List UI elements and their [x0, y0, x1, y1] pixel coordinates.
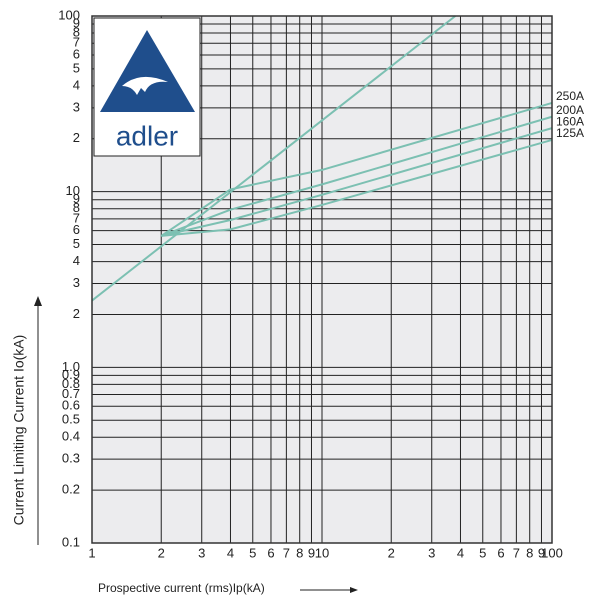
series-label: 200A	[556, 103, 584, 117]
y-arrow-head	[34, 296, 42, 306]
y-tick-label: 5	[73, 60, 80, 75]
y-tick-label: 0.5	[62, 412, 80, 427]
y-tick-label: 2	[73, 130, 80, 145]
x-tick-label: 10	[315, 545, 329, 560]
series-line	[160, 101, 553, 237]
x-tick-label: 2	[388, 545, 395, 560]
x-tick-label: 9	[308, 545, 315, 560]
x-tick-label: 9	[538, 545, 545, 560]
y-tick-label: 100	[58, 7, 80, 22]
y-tick-label: 0.1	[62, 534, 80, 549]
x-axis-label: Prospective current (rms)Ip(kA)	[98, 581, 265, 595]
x-tick-label: 8	[526, 545, 533, 560]
x-tick-label: 4	[457, 545, 464, 560]
y-tick-label: 6	[73, 46, 80, 61]
y-tick-label: 0.8	[62, 376, 80, 391]
y-tick-label: 2	[73, 306, 80, 321]
series-label: 250A	[556, 89, 584, 103]
x-tick-label: 5	[249, 545, 256, 560]
y-tick-label: 3	[73, 99, 80, 114]
x-tick-label: 8	[296, 545, 303, 560]
series-label: 125A	[556, 126, 584, 140]
x-tick-label: 2	[158, 545, 165, 560]
y-tick-label: 7	[73, 35, 80, 50]
y-tick-label: 6	[73, 222, 80, 237]
y-tick-label: 4	[73, 77, 80, 92]
x-tick-label: 6	[497, 545, 504, 560]
y-tick-label: 10	[66, 183, 80, 198]
y-tick-label: 0.2	[62, 482, 80, 497]
plot-frame	[91, 15, 553, 544]
y-tick-label: 8	[73, 200, 80, 215]
logo-triangle	[100, 30, 195, 112]
x-tick-label: 5	[479, 545, 486, 560]
series-line	[160, 115, 553, 237]
y-axis-label: Current Limiting Current Io(kA)	[11, 335, 27, 526]
series-label: 160A	[556, 114, 584, 128]
logo: adler	[93, 17, 201, 157]
y-tick-label: 0.6	[62, 398, 80, 413]
y-tick-label: 0.7	[62, 386, 80, 401]
y-tick-label: 0.9	[62, 367, 80, 382]
y-tick-label: 0.4	[62, 429, 80, 444]
y-tick-label: 8	[73, 24, 80, 39]
series-line	[161, 138, 553, 237]
y-tick-label: 0.3	[62, 451, 80, 466]
y-tick-label: 5	[73, 236, 80, 251]
y-tick-label: 9	[73, 191, 80, 206]
x-tick-label: 3	[428, 545, 435, 560]
x-tick-label: 3	[198, 545, 205, 560]
y-tick-label: 7	[73, 210, 80, 225]
logo-eagle	[122, 76, 168, 95]
logo-text: adler	[116, 120, 178, 151]
y-tick-label: 4	[73, 253, 80, 268]
x-tick-label: 7	[513, 545, 520, 560]
x-tick-label: 100	[541, 545, 563, 560]
y-tick-label: 9	[73, 15, 80, 30]
x-arrow-head	[350, 587, 358, 593]
x-tick-label: 7	[283, 545, 290, 560]
x-tick-label: 6	[267, 545, 274, 560]
x-tick-label: 1	[88, 545, 95, 560]
series-line	[91, 15, 456, 302]
y-tick-label: 1.0	[62, 359, 80, 374]
x-tick-label: 4	[227, 545, 234, 560]
y-tick-label: 3	[73, 275, 80, 290]
series-line	[161, 127, 553, 237]
